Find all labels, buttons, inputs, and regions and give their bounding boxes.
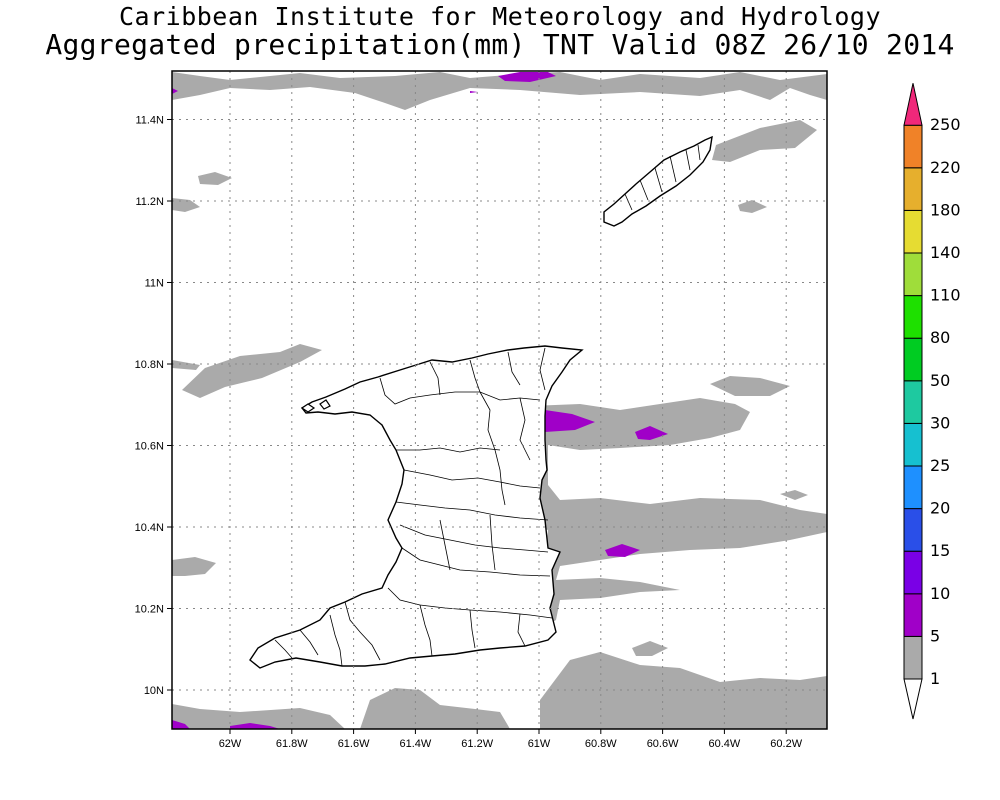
lat-tick-label: 11.4N [135, 115, 164, 127]
map-frame [171, 70, 828, 730]
chart-subtitle: Aggregated precipitation(mm) TNT Valid 0… [45, 28, 955, 61]
legend-color-bin [903, 465, 923, 510]
legend-color-bin [903, 593, 923, 637]
lon-tick-label: 62W [219, 738, 242, 750]
lon-tick-label: 60.4W [709, 738, 741, 750]
legend-level-label: 220 [930, 158, 961, 177]
legend-level-label: 5 [930, 626, 940, 645]
legend-level-label: 80 [930, 328, 950, 347]
lon-tick-label: 61W [528, 738, 551, 750]
legend-level-label: 20 [930, 499, 950, 518]
legend-level-label: 15 [930, 541, 950, 560]
lat-tick-label: 11N [145, 278, 164, 290]
legend-level-label: 50 [930, 371, 950, 390]
legend-level-label: 110 [930, 286, 961, 305]
lon-tick-label: 61.4W [400, 738, 432, 750]
legend-color-bin [903, 337, 923, 382]
lat-tick-label: 10.8N [135, 359, 164, 371]
lon-tick-label: 61.6W [338, 738, 370, 750]
lon-tick-label: 60.2W [770, 738, 802, 750]
chart-title: Caribbean Institute for Meteorology and … [118, 2, 881, 31]
tobago-boundaries [624, 144, 701, 211]
lon-tick-label: 61.2W [461, 738, 493, 750]
legend-top-triangle [903, 83, 923, 126]
lon-tick-label: 60.8W [585, 738, 617, 750]
legend-level-label: 180 [930, 200, 961, 219]
legend-color-bin [903, 209, 923, 254]
lat-tick-label: 10.6N [135, 441, 164, 453]
legend-level-label: 25 [930, 456, 950, 475]
legend-level-label: 140 [930, 243, 961, 262]
lat-tick-label: 11.2N [135, 196, 164, 208]
map-gridlines [172, 71, 827, 729]
legend-color-bin [903, 508, 923, 552]
legend-color-bin [903, 295, 923, 339]
legend-color-bin [903, 124, 923, 169]
legend-color-bin [903, 167, 923, 211]
lat-tick-label: 10.2N [135, 604, 164, 616]
latitude-axis: 10N 10.2N 10.4N 10.6N 10.8N 11N 11.2N 11.4N [135, 115, 172, 697]
legend-level-label: 30 [930, 413, 950, 432]
legend-color-bin [903, 550, 923, 595]
lon-tick-label: 61.8W [276, 738, 308, 750]
trinidad-boundaries [274, 347, 553, 667]
legend-color-bin [903, 635, 923, 680]
tobago-island [603, 135, 713, 227]
trinidad-island [249, 345, 584, 669]
legend-level-label: 10 [930, 584, 950, 603]
legend-color-bin [903, 252, 923, 297]
legend-level-label: 250 [930, 115, 961, 134]
lon-tick-label: 60.6W [647, 738, 679, 750]
legend-color-bin [903, 422, 923, 467]
legend-bottom-triangle [903, 678, 923, 720]
longitude-axis: 62W 61.8W 61.6W 61.4W 61.2W 61W 60.8W 60.6W 60.4… [219, 729, 803, 750]
legend-level-label: 1 [930, 669, 940, 688]
lat-tick-label: 10N [144, 685, 164, 697]
legend-color-bin [903, 380, 923, 424]
lat-tick-label: 10.4N [135, 522, 164, 534]
